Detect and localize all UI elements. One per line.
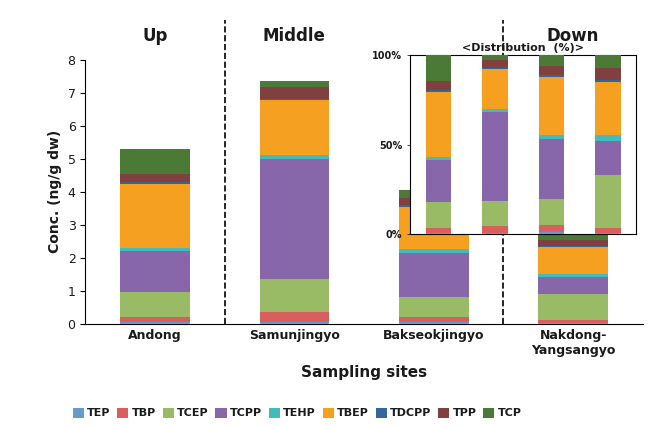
Bar: [595, 176, 621, 228]
Text: Up: Up: [142, 27, 168, 45]
Bar: [120, 149, 190, 174]
Text: Down: Down: [547, 27, 600, 45]
Bar: [539, 78, 564, 135]
Bar: [595, 82, 621, 135]
Bar: [120, 248, 190, 251]
Bar: [595, 233, 621, 234]
Bar: [399, 322, 468, 324]
Bar: [260, 158, 329, 279]
Bar: [426, 160, 451, 202]
Bar: [426, 90, 451, 92]
Bar: [399, 205, 468, 207]
Bar: [539, 273, 608, 277]
Bar: [539, 240, 608, 246]
Title: <Distribution  (%)>: <Distribution (%)>: [462, 43, 584, 53]
Bar: [426, 233, 451, 234]
Bar: [260, 322, 329, 324]
Bar: [482, 112, 508, 201]
Bar: [539, 323, 608, 324]
Bar: [399, 250, 468, 253]
Bar: [539, 199, 564, 225]
Bar: [595, 135, 621, 141]
Bar: [260, 87, 329, 98]
Bar: [260, 81, 329, 87]
Bar: [399, 317, 468, 322]
Bar: [482, 60, 508, 68]
Bar: [482, 69, 508, 109]
Bar: [426, 202, 451, 227]
Bar: [539, 247, 608, 273]
Bar: [120, 174, 190, 182]
Bar: [539, 139, 564, 199]
Bar: [539, 246, 608, 247]
Bar: [539, 75, 564, 78]
Bar: [260, 312, 329, 322]
Bar: [595, 55, 621, 69]
Bar: [399, 207, 468, 250]
X-axis label: Sampling sites: Sampling sites: [301, 365, 427, 380]
Bar: [120, 182, 190, 184]
Legend: TEP, TBP, TCEP, TCPP, TEHP, TBEP, TDCPP, TPP, TCP: TEP, TBP, TCEP, TCPP, TEHP, TBEP, TDCPP,…: [68, 403, 526, 423]
Bar: [260, 98, 329, 100]
Bar: [426, 81, 451, 90]
Bar: [539, 294, 608, 320]
Bar: [426, 92, 451, 157]
Bar: [120, 184, 190, 248]
Bar: [539, 135, 564, 139]
Bar: [426, 55, 451, 81]
Bar: [595, 141, 621, 176]
Bar: [482, 226, 508, 233]
Bar: [539, 66, 564, 75]
Bar: [539, 277, 608, 294]
Bar: [120, 292, 190, 317]
Bar: [539, 320, 608, 323]
Bar: [260, 100, 329, 155]
Y-axis label: Conc. (ng/g dw): Conc. (ng/g dw): [48, 130, 62, 253]
Bar: [426, 227, 451, 233]
Bar: [399, 253, 468, 297]
Bar: [595, 69, 621, 80]
Bar: [482, 233, 508, 234]
Bar: [260, 279, 329, 312]
Bar: [260, 155, 329, 158]
Bar: [482, 55, 508, 60]
Bar: [120, 251, 190, 292]
Bar: [120, 317, 190, 322]
Text: Middle: Middle: [263, 27, 326, 45]
Bar: [399, 190, 468, 199]
Bar: [539, 233, 608, 240]
Bar: [595, 80, 621, 82]
Bar: [539, 55, 564, 66]
Bar: [399, 199, 468, 205]
Bar: [482, 201, 508, 226]
Bar: [595, 228, 621, 233]
Bar: [399, 297, 468, 317]
Bar: [482, 109, 508, 112]
Bar: [539, 225, 564, 232]
Bar: [120, 322, 190, 324]
Bar: [482, 68, 508, 69]
Bar: [426, 157, 451, 160]
Bar: [539, 232, 564, 234]
